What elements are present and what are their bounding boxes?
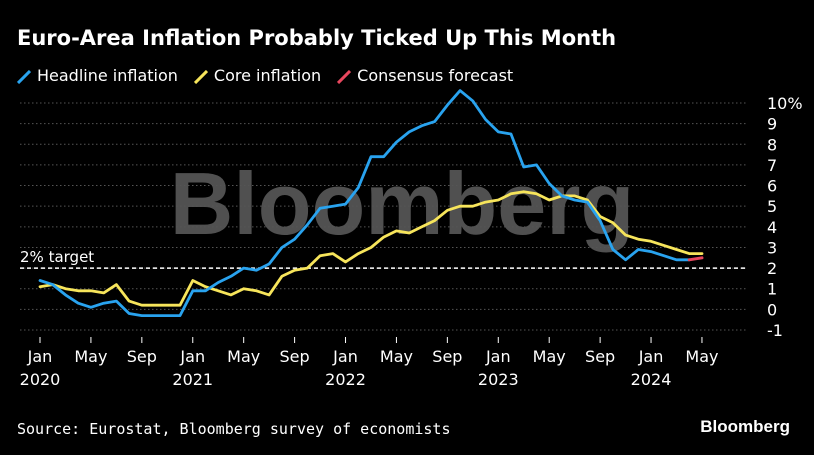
y-tick-label: 3 <box>767 238 777 257</box>
legend-label-core: Core inflation <box>213 66 322 85</box>
x-year-label: 2022 <box>325 370 366 389</box>
x-tick-label: Sep <box>127 347 157 366</box>
x-tick-label: Sep <box>432 347 462 366</box>
line-swatch-icon <box>193 69 208 84</box>
x-tick-label: May <box>380 347 413 366</box>
x-year-label: 2024 <box>631 370 672 389</box>
y-tick-label: 9 <box>767 115 777 134</box>
x-tick-label: Jan <box>485 347 511 366</box>
line-swatch-icon <box>16 69 32 84</box>
legend-label-consensus: Consensus forecast <box>357 66 514 85</box>
y-tick-label: 10% <box>767 94 803 113</box>
x-year-label: 2020 <box>20 370 61 389</box>
legend-item-core: Core inflation <box>193 66 322 85</box>
legend-label-headline: Headline inflation <box>37 66 178 85</box>
chart-title: Euro-Area Inflation Probably Ticked Up T… <box>17 26 617 50</box>
series-line-headline-inflation <box>38 89 691 318</box>
y-tick-label: 0 <box>767 300 777 319</box>
y-tick-label: 2 <box>767 259 777 278</box>
y-tick-label: 8 <box>767 135 777 154</box>
x-tick-label: Jan <box>332 347 358 366</box>
y-tick-label: 7 <box>767 156 777 175</box>
x-tick-label: Jan <box>27 347 53 366</box>
x-year-label: 2023 <box>478 370 519 389</box>
y-tick-label: 6 <box>767 177 777 196</box>
x-tick-label: Sep <box>585 347 615 366</box>
legend: Headline inflation Core inflation Consen… <box>16 66 513 85</box>
x-year-label: 2021 <box>172 370 213 389</box>
series-line-consensus-forecast <box>687 256 704 262</box>
x-tick-label: May <box>685 347 718 366</box>
legend-item-headline: Headline inflation <box>16 66 178 85</box>
line-swatch-icon <box>337 69 352 84</box>
x-tick-label: May <box>227 347 260 366</box>
y-tick-label: 1 <box>767 280 777 299</box>
x-tick-label: May <box>533 347 566 366</box>
source-note: Source: Eurostat, Bloomberg survey of ec… <box>17 420 451 438</box>
x-tick-label: May <box>74 347 107 366</box>
watermark: Bloomberg <box>170 154 634 253</box>
target-label: 2% target <box>20 248 94 266</box>
series-line-core-inflation <box>38 190 704 307</box>
y-tick-label: -1 <box>767 321 783 340</box>
x-tick-label: Jan <box>179 347 205 366</box>
y-tick-label: 5 <box>767 197 777 216</box>
bloomberg-logo: Bloomberg <box>700 417 790 436</box>
x-tick-label: Jan <box>638 347 664 366</box>
legend-item-consensus: Consensus forecast <box>337 66 513 85</box>
y-tick-label: 4 <box>767 218 777 237</box>
x-tick-label: Sep <box>280 347 310 366</box>
